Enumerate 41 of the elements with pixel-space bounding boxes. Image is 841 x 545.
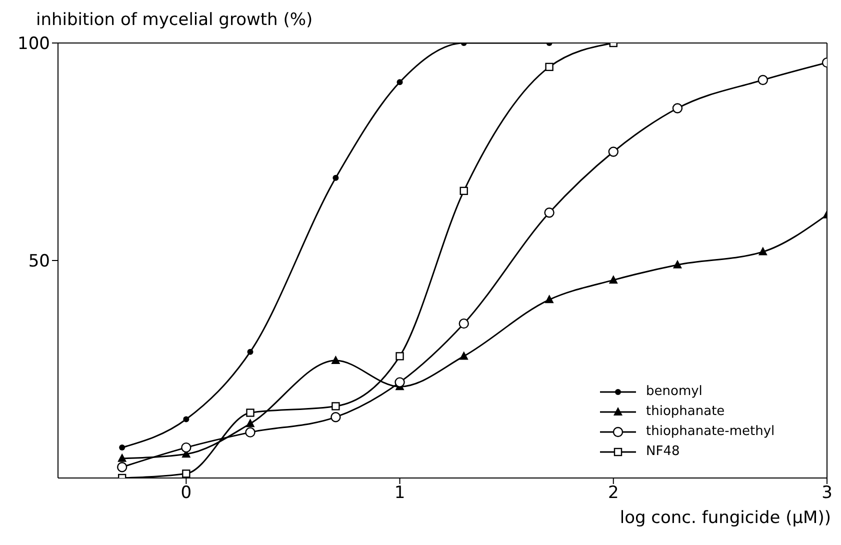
x-axis-title: log conc. fungicide (μM))	[620, 508, 831, 528]
x-tick-label: 1	[394, 483, 406, 504]
point	[396, 79, 403, 86]
point	[245, 427, 256, 438]
x-tick-label: 2	[608, 483, 619, 504]
point	[246, 408, 254, 417]
point	[396, 352, 404, 360]
point	[544, 294, 554, 304]
point	[758, 246, 768, 256]
legend-label: thiophanate	[646, 403, 725, 421]
point	[608, 146, 618, 157]
point	[758, 74, 768, 86]
point	[459, 351, 468, 360]
point	[331, 356, 340, 364]
point	[183, 416, 190, 422]
x-tick-label: 3	[822, 483, 832, 504]
point	[182, 470, 190, 478]
point	[458, 318, 469, 329]
point	[332, 174, 339, 181]
y-axis-title: inhibition of mycelial growth (%)	[36, 10, 313, 30]
x-tick-label: 0	[180, 483, 192, 504]
point	[460, 186, 468, 195]
legend-label: benomyl	[646, 383, 702, 401]
point	[394, 377, 405, 388]
y-tick-label: 50	[28, 252, 50, 272]
point	[246, 418, 255, 428]
point	[545, 62, 554, 72]
point	[672, 103, 683, 114]
legend-label: NF48	[646, 443, 680, 461]
point	[332, 402, 340, 410]
point	[181, 442, 192, 453]
point	[119, 444, 126, 451]
point	[118, 453, 127, 462]
point	[116, 462, 128, 472]
y-tick-label: 100	[18, 34, 50, 54]
point	[608, 275, 618, 284]
point	[544, 208, 554, 218]
point	[247, 348, 254, 355]
point	[330, 412, 341, 422]
point	[672, 260, 682, 268]
legend-label: thiophanate-methyl	[646, 423, 775, 441]
